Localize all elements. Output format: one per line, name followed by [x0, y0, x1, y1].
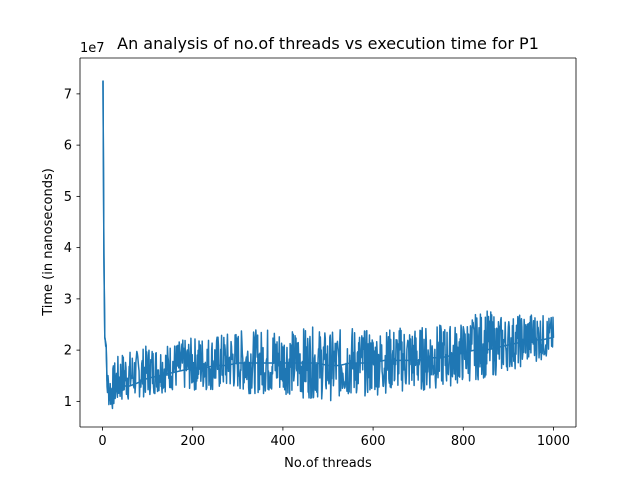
series-noise-trace	[102, 81, 555, 410]
x-tick-label: 600	[361, 434, 386, 449]
x-tick-label: 400	[270, 434, 295, 449]
y-tick-label: 1	[64, 395, 72, 410]
x-tick-label: 800	[451, 434, 476, 449]
x-tick-label: 1000	[537, 434, 570, 449]
data-band	[102, 81, 555, 410]
y-axis-ticks: 1 2 3 4 5 6 7	[64, 87, 80, 410]
y-tick-label: 3	[64, 292, 72, 307]
y-tick-label: 5	[64, 190, 72, 205]
y-tick-label: 7	[64, 87, 72, 102]
y-tick-label: 6	[64, 139, 72, 154]
chart-title: An analysis of no.of threads vs executio…	[117, 34, 539, 53]
x-tick-label: 0	[98, 434, 106, 449]
plot-frame	[79, 57, 577, 428]
x-tick-label: 200	[180, 434, 205, 449]
series-line	[102, 80, 555, 397]
x-axis-ticks: 0 200 400 600 800 1000	[98, 427, 570, 449]
y-tick-label: 2	[64, 344, 72, 359]
y-axis-label: Time (in nanoseconds)	[41, 168, 56, 317]
y-tick-label: 4	[64, 241, 72, 256]
y-offset-label: 1e7	[80, 41, 105, 56]
x-axis-label: No.of threads	[284, 456, 372, 471]
